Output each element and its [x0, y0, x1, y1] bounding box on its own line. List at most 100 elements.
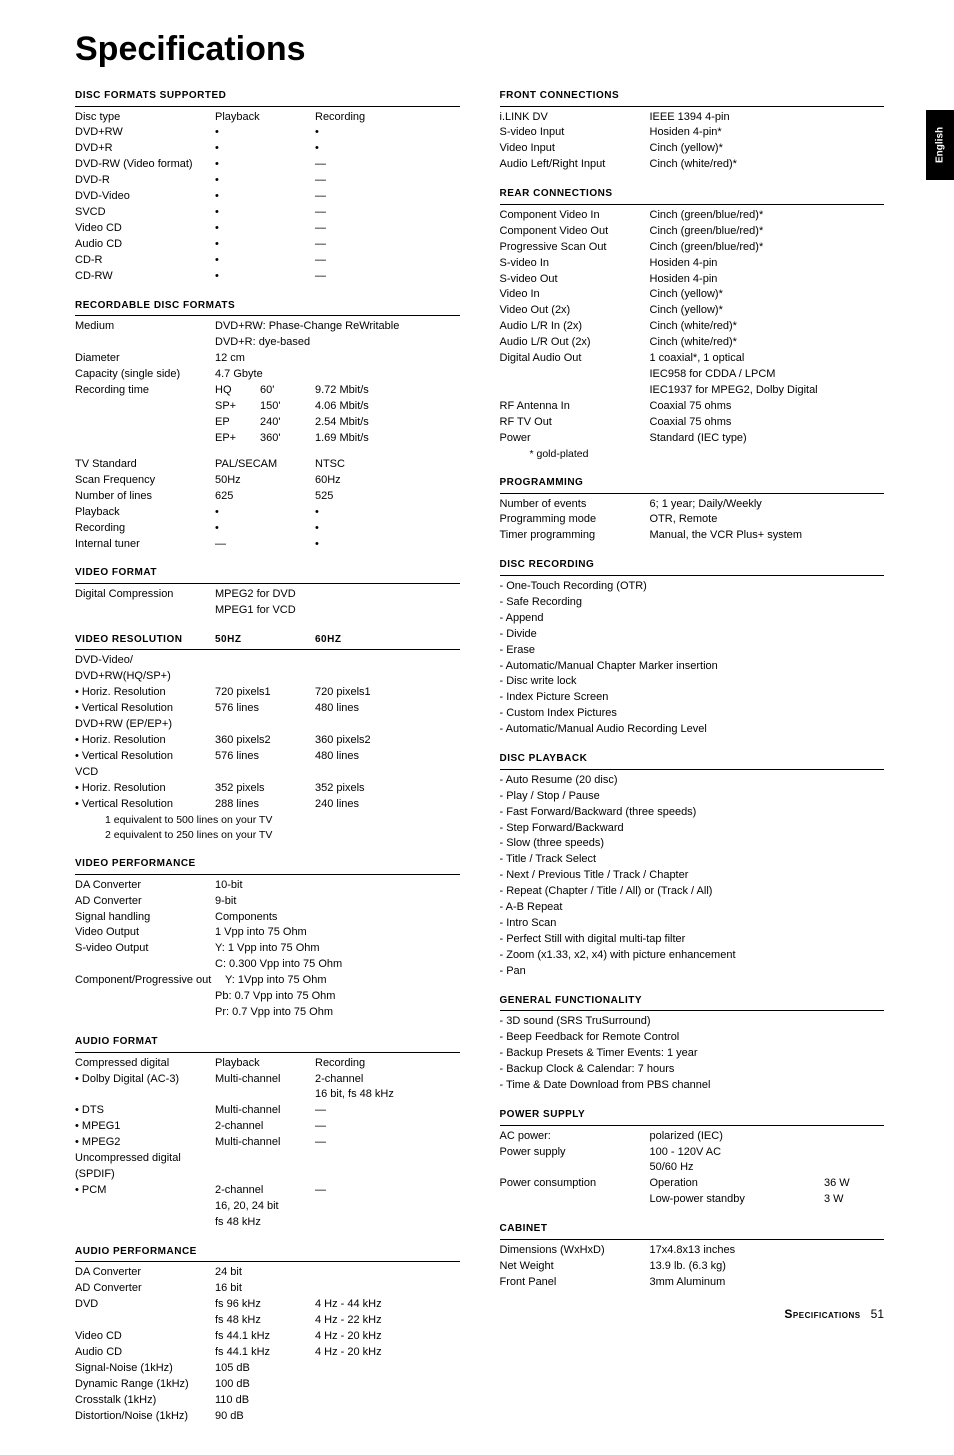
table-row: PowerStandard (IEC type) [500, 431, 885, 447]
cell [315, 669, 460, 685]
cell: — [315, 1183, 460, 1199]
cell [215, 653, 315, 669]
cell [215, 717, 315, 733]
cell: Audio L/R Out (2x) [500, 335, 650, 351]
section-vfmt: VIDEO FORMAT [75, 566, 460, 584]
cell: S-video Input [500, 125, 650, 141]
cell: Net Weight [500, 1259, 650, 1275]
table-row: • MPEG2Multi-channel— [75, 1135, 460, 1151]
table-row: Scan Frequency50Hz60Hz [75, 473, 460, 489]
cell: polarized (IEC) [650, 1129, 825, 1145]
cell: 9.72 Mbit/s [315, 383, 460, 399]
cell: 4.06 Mbit/s [315, 399, 460, 415]
cell: 17x4.8x13 inches [650, 1243, 885, 1259]
cell: Number of events [500, 497, 650, 513]
cell: • Vertical Resolution [75, 749, 215, 765]
cell: Hosiden 4-pin [650, 272, 885, 288]
cell: Recording [315, 1056, 460, 1072]
cell: • [215, 125, 315, 141]
table-row: • Horiz. Resolution352 pixels352 pixels [75, 781, 460, 797]
table-row: Playback•• [75, 505, 460, 521]
cell: DVD-Video [75, 189, 215, 205]
page-title: Specifications [75, 30, 884, 69]
cell: SP+ [215, 399, 260, 415]
list-item: - Auto Resume (20 disc) [500, 773, 885, 789]
cell: Y: 1 Vpp into 75 Ohm [215, 941, 460, 957]
table-row: S-video OutputY: 1 Vpp into 75 Ohm [75, 941, 460, 957]
cell: NTSC [315, 457, 460, 473]
section-recordable: RECORDABLE DISC FORMATS [75, 299, 460, 317]
cell: Multi-channel [215, 1103, 315, 1119]
cell: DA Converter [75, 1265, 215, 1281]
th: Recording [315, 110, 460, 126]
cell: 24 bit [215, 1265, 315, 1281]
table-row: Recording timeHQ60'9.72 Mbit/s [75, 383, 460, 399]
table-row: DVD+R: dye-based [75, 335, 460, 351]
table-row: Power consumptionOperation36 W [500, 1176, 885, 1192]
cell: • [315, 521, 460, 537]
right-column: FRONT CONNECTIONS i.LINK DVIEEE 1394 4-p… [500, 89, 885, 1425]
table-row: Programming modeOTR, Remote [500, 512, 885, 528]
cell: IEC958 for CDDA / LPCM [650, 367, 885, 383]
cell: 16 bit, fs 48 kHz [315, 1087, 460, 1103]
table-row: • Vertical Resolution576 lines480 lines [75, 701, 460, 717]
table-row: DVD-R•— [75, 173, 460, 189]
list-item: - Title / Track Select [500, 852, 885, 868]
cell: Digital Compression [75, 587, 215, 603]
table-row: DVD-RW (Video format)•— [75, 157, 460, 173]
cell: Diameter [75, 351, 215, 367]
cell: Cinch (green/blue/red)* [650, 224, 885, 240]
cell [315, 1377, 460, 1393]
list-item: - Play / Stop / Pause [500, 789, 885, 805]
cell: Dynamic Range (1kHz) [75, 1377, 215, 1393]
cell [824, 1160, 884, 1176]
cell: Component/Progressive out [75, 973, 225, 989]
cell: • Horiz. Resolution [75, 733, 215, 749]
table-row: AC power:polarized (IEC) [500, 1129, 885, 1145]
list-item: - 3D sound (SRS TruSurround) [500, 1014, 885, 1030]
cell: — [315, 1135, 460, 1151]
table-header: Disc type Playback Recording [75, 110, 460, 126]
cell: Medium [75, 319, 215, 335]
table-row: 16 bit, fs 48 kHz [75, 1087, 460, 1103]
cell: — [315, 173, 460, 189]
cell: fs 96 kHz [215, 1297, 315, 1313]
table-row: MPEG1 for VCD [75, 603, 460, 619]
list-item: - One-Touch Recording (OTR) [500, 579, 885, 595]
cell: 240' [260, 415, 315, 431]
cell [75, 1199, 215, 1215]
cell: 100 dB [215, 1377, 315, 1393]
table-row: DVD+RW(HQ/SP+) [75, 669, 460, 685]
table-row: Audio L/R Out (2x)Cinch (white/red)* [500, 335, 885, 351]
cell: DVD-RW (Video format) [75, 157, 215, 173]
table-row: Component Video InCinch (green/blue/red)… [500, 208, 885, 224]
cell: — [315, 1119, 460, 1135]
cell: Signal-Noise (1kHz) [75, 1361, 215, 1377]
cell: Manual, the VCR Plus+ system [650, 528, 885, 544]
cell: Cinch (white/red)* [650, 319, 885, 335]
table-row: Compressed digitalPlaybackRecording [75, 1056, 460, 1072]
cell: Coaxial 75 ohms [650, 399, 885, 415]
cell: • [315, 505, 460, 521]
cell [75, 1215, 215, 1231]
table-row: Pr: 0.7 Vpp into 75 Ohm [75, 1005, 460, 1021]
cell [215, 669, 315, 685]
cell: DVD+R: dye-based [215, 335, 460, 351]
page-number: 51 [871, 1307, 884, 1321]
cell: CD-RW [75, 269, 215, 285]
table-row: i.LINK DVIEEE 1394 4-pin [500, 110, 885, 126]
cell: — [315, 253, 460, 269]
table-row: Pb: 0.7 Vpp into 75 Ohm [75, 989, 460, 1005]
cell: Multi-channel [215, 1072, 315, 1088]
list-item: - Automatic/Manual Audio Recording Level [500, 722, 885, 738]
cell: 3mm Aluminum [650, 1275, 885, 1291]
table-row: Distortion/Noise (1kHz)90 dB [75, 1409, 460, 1425]
cell: Cinch (green/blue/red)* [650, 208, 885, 224]
cell: 100 - 120V AC [650, 1145, 825, 1161]
cell: 720 pixels1 [215, 685, 315, 701]
cell: HQ [215, 383, 260, 399]
table-row: DA Converter24 bit [75, 1265, 460, 1281]
section-power: POWER SUPPLY [500, 1108, 885, 1126]
table-row: Audio Left/Right InputCinch (white/red)* [500, 157, 885, 173]
table-row: CD-R•— [75, 253, 460, 269]
